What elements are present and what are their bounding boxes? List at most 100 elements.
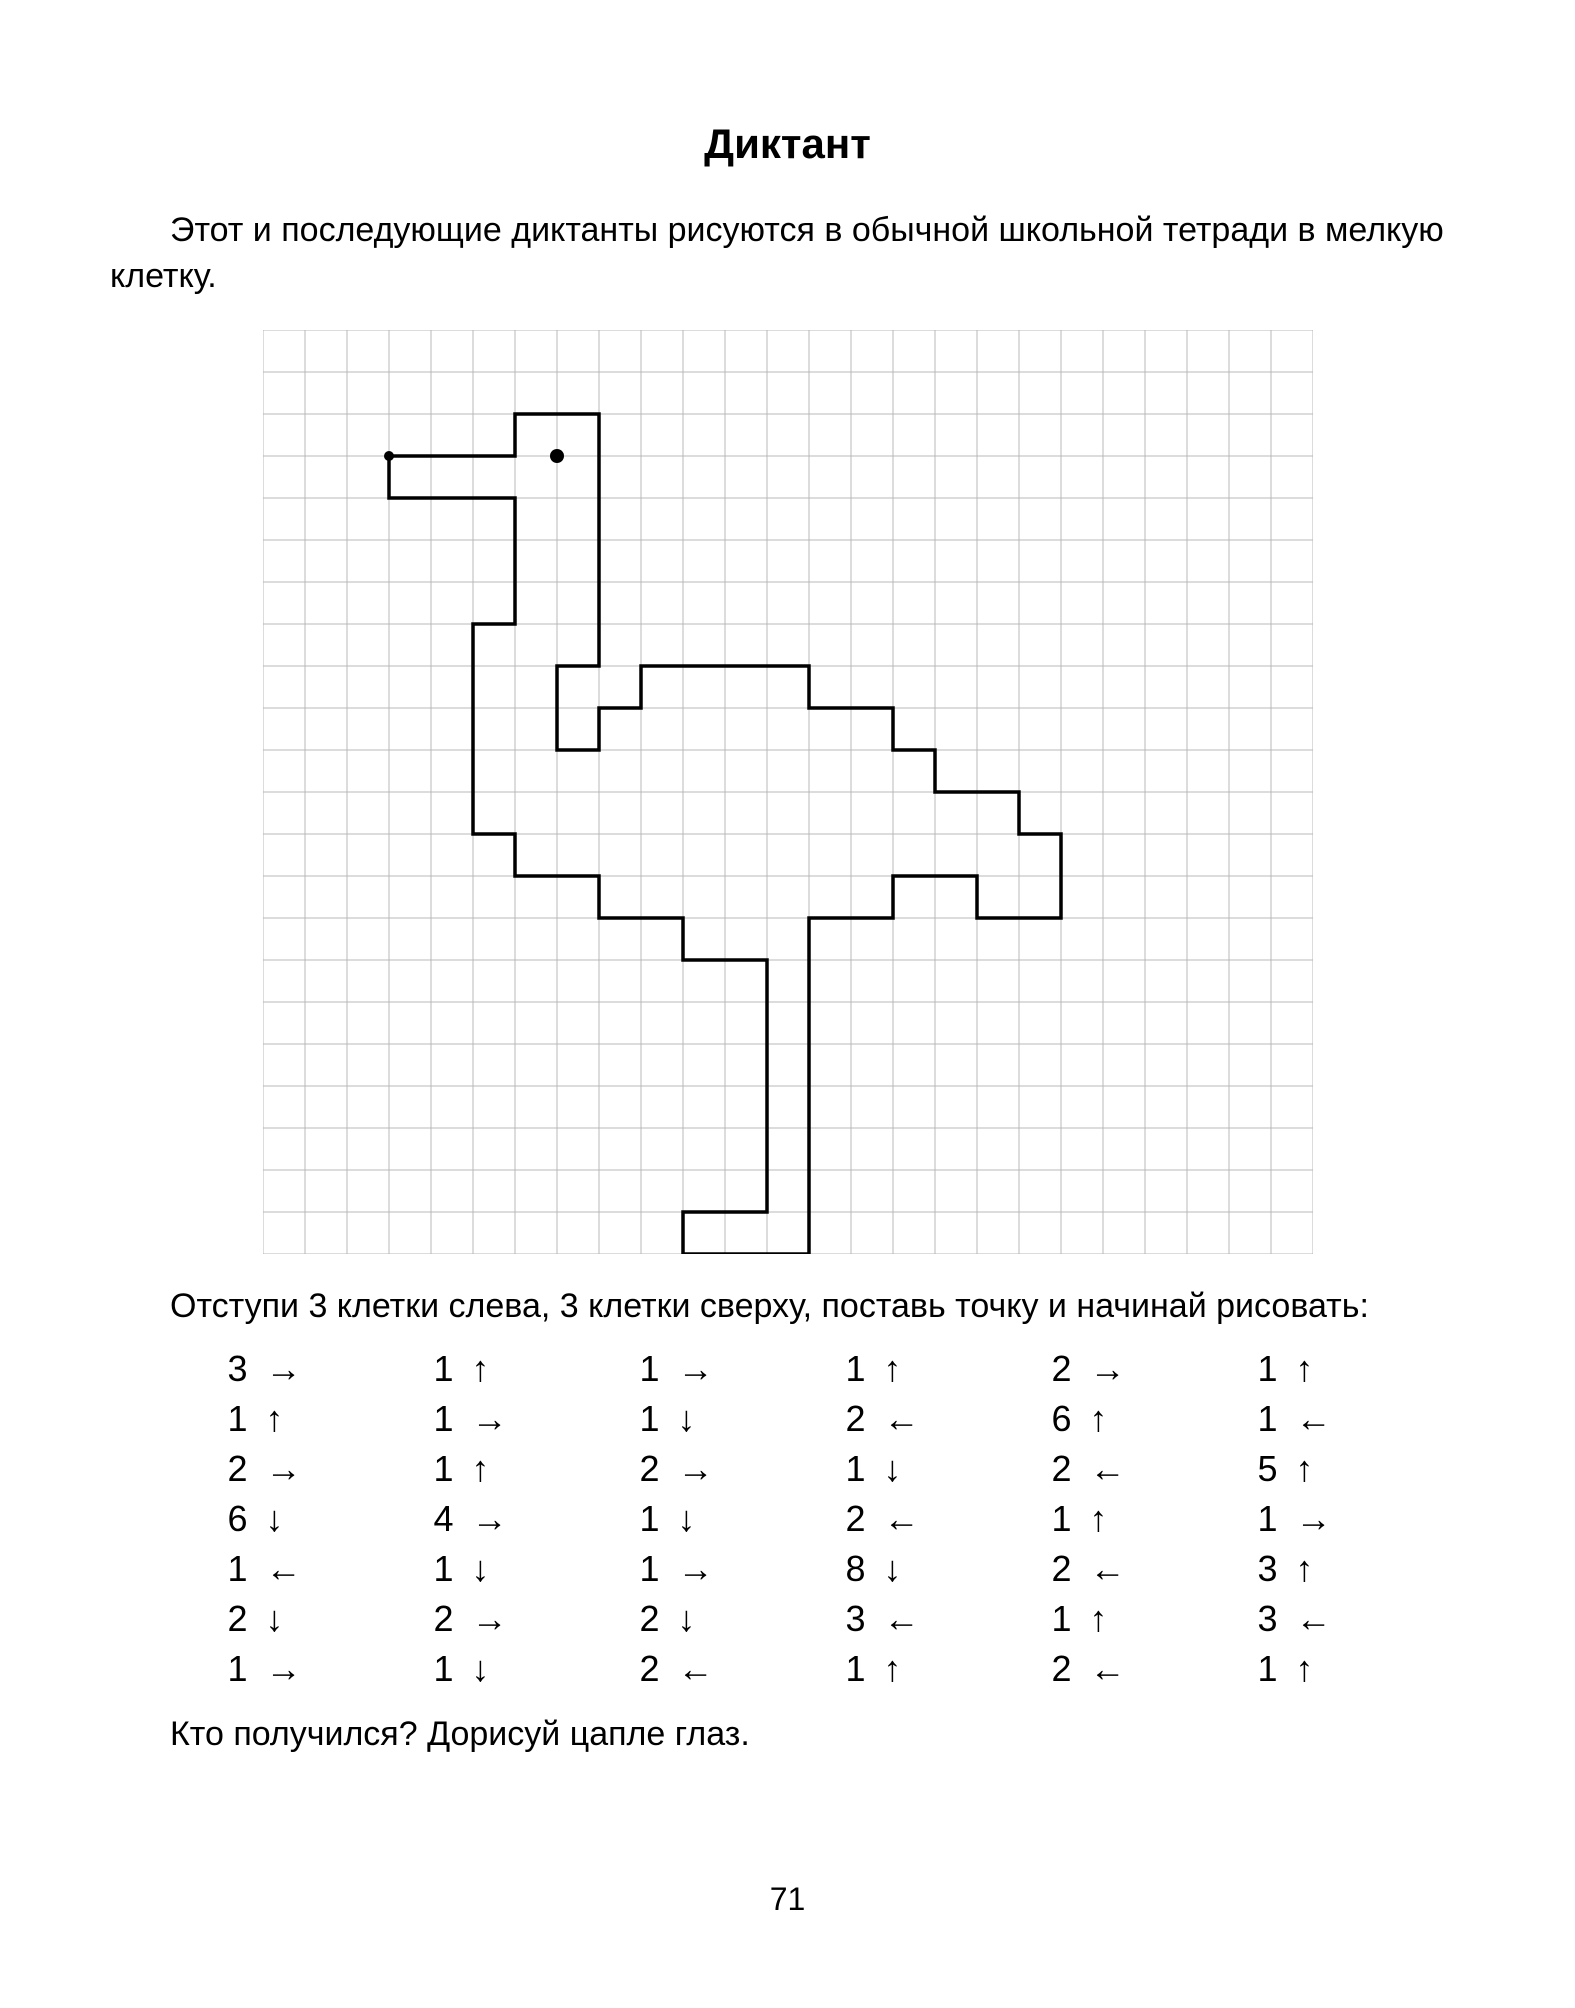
arrow-right-icon: → (678, 1548, 718, 1590)
arrow-down-icon: ↓ (884, 1448, 924, 1490)
arrow-up-icon: ↑ (1296, 1648, 1336, 1690)
step-cell: 1→ (188, 1648, 358, 1690)
arrow-left-icon: ← (1090, 1648, 1130, 1690)
arrow-left-icon: ← (884, 1398, 924, 1440)
step-cell: 2← (806, 1498, 976, 1540)
step-cell: 1→ (394, 1398, 564, 1440)
step-count: 1 (1218, 1398, 1296, 1440)
step-count: 2 (394, 1598, 472, 1640)
step-cell: 2→ (188, 1448, 358, 1490)
step-count: 6 (1012, 1398, 1090, 1440)
step-count: 1 (394, 1448, 472, 1490)
step-cell: 3↑ (1218, 1548, 1388, 1590)
step-count: 2 (1012, 1648, 1090, 1690)
step-cell: 1← (188, 1548, 358, 1590)
step-cell: 1↑ (188, 1398, 358, 1440)
step-count: 2 (1012, 1548, 1090, 1590)
instructions-paragraph: Отступи 3 клетки слева, 3 клетки сверху,… (110, 1284, 1465, 1330)
step-cell: 1↑ (1218, 1348, 1388, 1390)
step-cell: 1↑ (394, 1448, 564, 1490)
step-count: 8 (806, 1548, 884, 1590)
arrow-down-icon: ↓ (472, 1648, 512, 1690)
steps-row: 2→1↑2→1↓2←5↑ (188, 1448, 1388, 1490)
arrow-right-icon: → (266, 1648, 306, 1690)
arrow-left-icon: ← (1296, 1598, 1336, 1640)
arrow-up-icon: ↑ (884, 1348, 924, 1390)
arrow-down-icon: ↓ (678, 1398, 718, 1440)
arrow-up-icon: ↑ (884, 1648, 924, 1690)
arrow-up-icon: ↑ (266, 1398, 306, 1440)
step-count: 1 (188, 1398, 266, 1440)
arrow-left-icon: ← (678, 1648, 718, 1690)
arrow-right-icon: → (472, 1498, 512, 1540)
step-count: 3 (188, 1348, 266, 1390)
step-cell: 2→ (394, 1598, 564, 1640)
step-count: 2 (806, 1398, 884, 1440)
step-count: 2 (600, 1448, 678, 1490)
step-count: 6 (188, 1498, 266, 1540)
step-cell: 2→ (1012, 1348, 1182, 1390)
step-count: 2 (188, 1448, 266, 1490)
step-count: 2 (600, 1598, 678, 1640)
step-count: 1 (1218, 1348, 1296, 1390)
step-cell: 1↓ (600, 1398, 770, 1440)
step-cell: 2↓ (600, 1598, 770, 1640)
step-cell: 1↑ (1012, 1598, 1182, 1640)
outro-paragraph: Кто получился? Дорисуй цапле глаз. (110, 1715, 1465, 1754)
step-cell: 6↑ (1012, 1398, 1182, 1440)
step-count: 1 (1218, 1648, 1296, 1690)
step-count: 1 (1218, 1498, 1296, 1540)
arrow-left-icon: ← (1090, 1448, 1130, 1490)
step-count: 2 (1012, 1348, 1090, 1390)
step-cell: 1↑ (1218, 1648, 1388, 1690)
step-cell: 2← (1012, 1648, 1182, 1690)
arrow-up-icon: ↑ (1090, 1398, 1130, 1440)
step-count: 2 (806, 1498, 884, 1540)
step-cell: 1→ (600, 1548, 770, 1590)
step-count: 2 (600, 1648, 678, 1690)
step-cell: 1↓ (600, 1498, 770, 1540)
arrow-right-icon: → (678, 1348, 718, 1390)
step-count: 1 (188, 1548, 266, 1590)
step-count: 2 (188, 1598, 266, 1640)
page-title: Диктант (110, 120, 1465, 168)
step-cell: 2← (806, 1398, 976, 1440)
grid-figure (110, 330, 1465, 1259)
step-cell: 1↑ (806, 1648, 976, 1690)
step-count: 1 (1012, 1498, 1090, 1540)
step-cell: 1↑ (1012, 1498, 1182, 1540)
step-count: 3 (1218, 1548, 1296, 1590)
arrow-up-icon: ↑ (1296, 1548, 1336, 1590)
step-cell: 1→ (1218, 1498, 1388, 1540)
steps-row: 1←1↓1→8↓2←3↑ (188, 1548, 1388, 1590)
page: Диктант Этот и последующие диктанты рису… (0, 0, 1575, 2008)
step-cell: 2→ (600, 1448, 770, 1490)
steps-row: 2↓2→2↓3←1↑3← (188, 1598, 1388, 1640)
step-cell: 6↓ (188, 1498, 358, 1540)
steps-row: 1→1↓2←1↑2←1↑ (188, 1648, 1388, 1690)
step-cell: 3← (1218, 1598, 1388, 1640)
step-count: 1 (394, 1398, 472, 1440)
intro-paragraph: Этот и последующие диктанты рисуются в о… (110, 208, 1465, 300)
step-count: 4 (394, 1498, 472, 1540)
arrow-right-icon: → (472, 1398, 512, 1440)
arrow-right-icon: → (266, 1448, 306, 1490)
step-cell: 2← (1012, 1448, 1182, 1490)
arrow-down-icon: ↓ (472, 1548, 512, 1590)
arrow-right-icon: → (678, 1448, 718, 1490)
step-count: 1 (394, 1348, 472, 1390)
step-count: 1 (600, 1348, 678, 1390)
arrow-left-icon: ← (884, 1498, 924, 1540)
step-cell: 1← (1218, 1398, 1388, 1440)
arrow-down-icon: ↓ (884, 1548, 924, 1590)
step-count: 1 (806, 1648, 884, 1690)
step-cell: 1↓ (806, 1448, 976, 1490)
step-cell: 5↑ (1218, 1448, 1388, 1490)
arrow-left-icon: ← (1090, 1548, 1130, 1590)
step-count: 1 (600, 1548, 678, 1590)
step-cell: 1↓ (394, 1548, 564, 1590)
step-cell: 2↓ (188, 1598, 358, 1640)
arrow-left-icon: ← (1296, 1398, 1336, 1440)
step-count: 1 (394, 1548, 472, 1590)
steps-row: 1↑1→1↓2←6↑1← (188, 1398, 1388, 1440)
